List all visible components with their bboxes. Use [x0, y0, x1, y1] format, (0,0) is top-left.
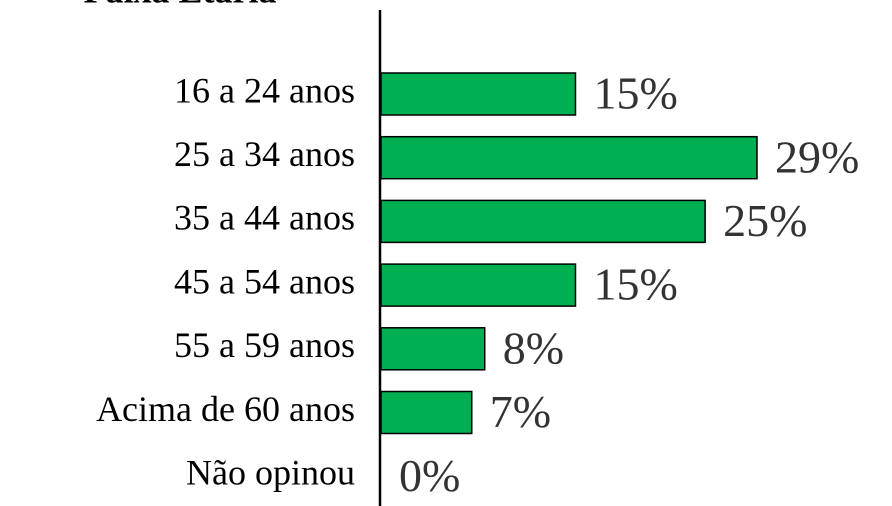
category-label: Acima de 60 anos: [96, 389, 355, 429]
bar: [380, 390, 473, 435]
chart-title: Faixa Etária: [84, 0, 277, 10]
category-label: 35 a 44 anos: [174, 198, 355, 238]
bar: [380, 135, 758, 180]
bar: [380, 327, 486, 371]
category-label: Não opinou: [186, 452, 355, 492]
value-label: 15%: [593, 68, 677, 119]
value-label: 15%: [593, 259, 677, 310]
value-label: 25%: [723, 195, 807, 246]
value-label: 29%: [775, 131, 859, 182]
bar: [380, 72, 577, 116]
category-label: 16 a 24 anos: [174, 70, 355, 110]
value-label: 0%: [399, 450, 460, 501]
value-label: 8%: [503, 322, 564, 373]
category-label: 25 a 34 anos: [174, 134, 355, 174]
bar: [380, 263, 577, 307]
bar: [380, 199, 706, 244]
value-label: 7%: [490, 386, 551, 437]
category-label: 55 a 59 anos: [174, 325, 355, 365]
category-label: 45 a 54 anos: [174, 261, 355, 301]
